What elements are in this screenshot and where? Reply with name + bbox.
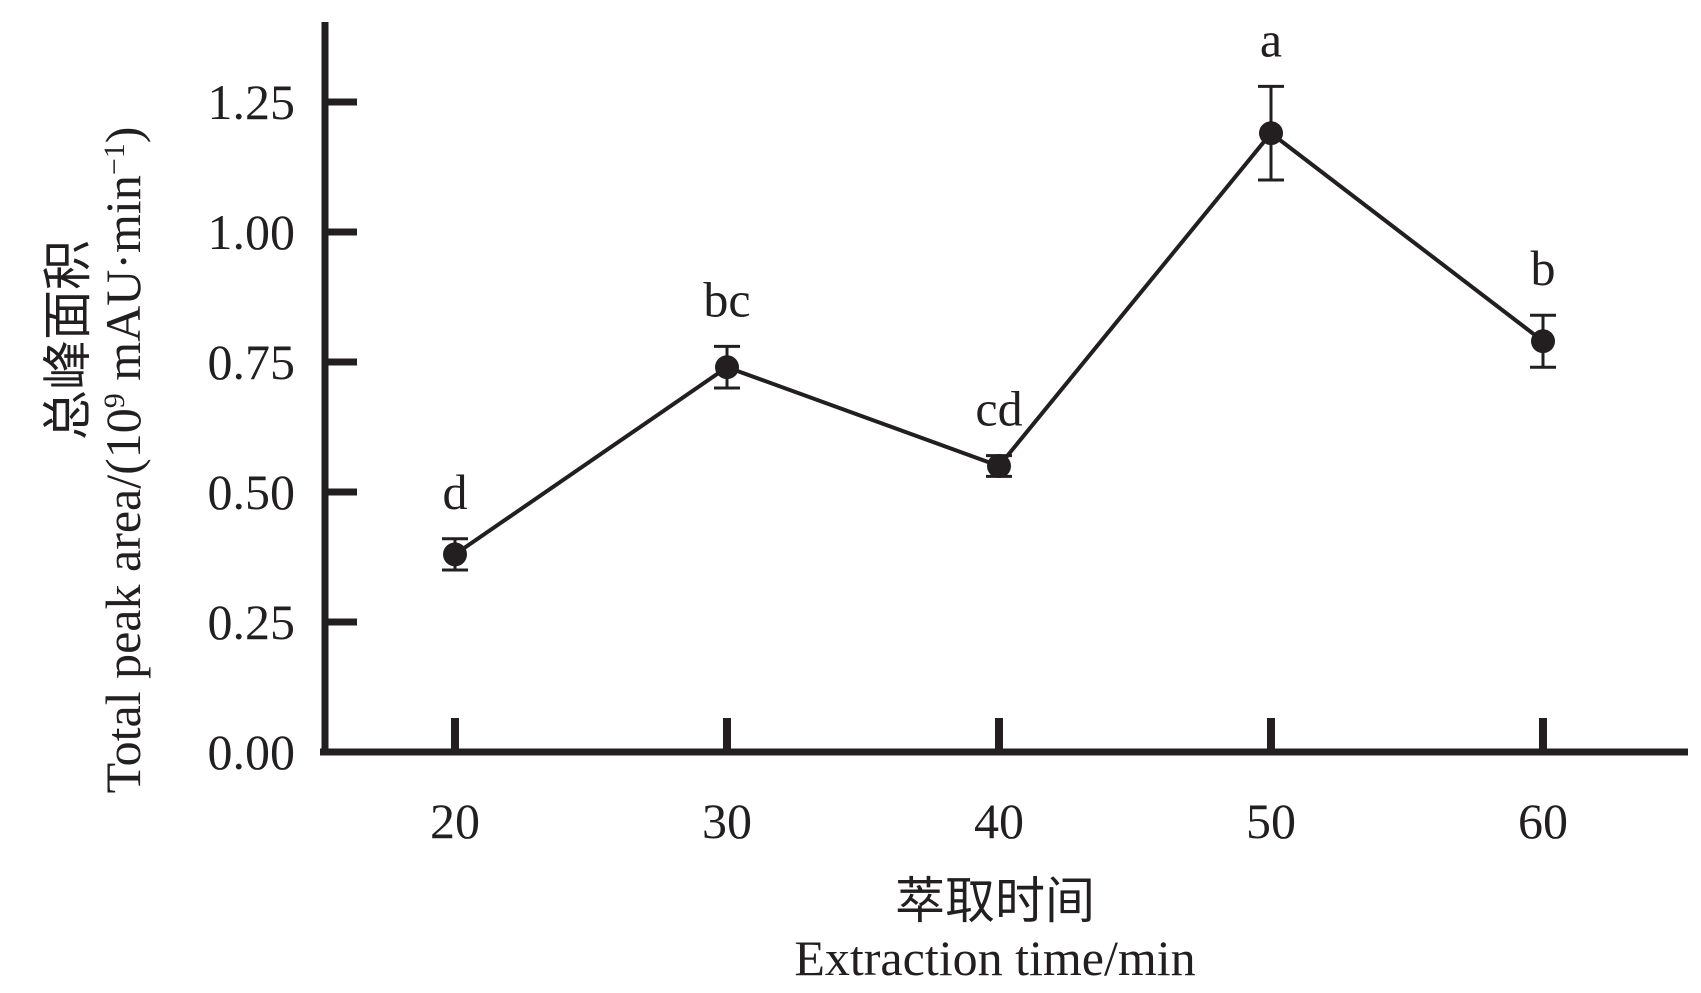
significance-label: b — [1531, 240, 1556, 296]
y-axis-title-prefix: Total peak area/(10 — [95, 408, 151, 793]
x-tick-label: 30 — [702, 793, 752, 849]
y-tick-label: 0.00 — [208, 724, 296, 780]
y-tick-label: 0.75 — [208, 334, 296, 390]
y-ticks: 0.00 0.25 0.50 0.75 1.00 1.25 — [208, 74, 357, 780]
x-tick-label: 40 — [974, 793, 1024, 849]
data-point — [1531, 329, 1555, 354]
significance-label: cd — [975, 381, 1022, 437]
y-axis-title-unit-exponent: −1 — [98, 143, 131, 175]
x-axis-title: Extraction time/min — [794, 930, 1195, 986]
axes — [320, 22, 1688, 756]
y-axis-title-unit: mAU·min — [95, 175, 151, 393]
data-point — [1259, 121, 1283, 146]
significance-label: bc — [703, 271, 750, 327]
series-line — [453, 130, 1545, 557]
y-axis-title-suffix: ) — [95, 127, 151, 144]
y-tick-label: 0.50 — [208, 464, 296, 520]
x-tick-label: 50 — [1246, 793, 1296, 849]
y-axis-title-exponent: 9 — [98, 393, 131, 408]
y-axis-title-en-group: Total peak area/(109 mAU·min−1) — [95, 127, 151, 794]
significance-label: a — [1260, 11, 1282, 67]
y-tick-label: 1.25 — [208, 74, 296, 130]
x-ticks: 20 30 40 50 60 — [430, 718, 1568, 849]
x-tick-label: 60 — [1518, 793, 1568, 849]
x-axis-title-zh: 萃取时间 — [895, 872, 1095, 930]
data-point — [987, 454, 1011, 478]
data-point — [715, 355, 739, 380]
data-point — [443, 542, 467, 567]
y-axis-title: Total peak area/(109 mAU·min−1) — [95, 127, 151, 794]
y-axis-title-zh: 总峰面积 — [39, 240, 97, 440]
plot-area: d bc cd a b — [442, 11, 1556, 572]
y-tick-label: 1.00 — [208, 204, 296, 260]
x-tick-label: 20 — [430, 793, 480, 849]
y-axis-title-group: 总峰面积 — [39, 240, 97, 440]
y-tick-label: 0.25 — [208, 594, 296, 650]
significance-label: d — [443, 464, 468, 520]
